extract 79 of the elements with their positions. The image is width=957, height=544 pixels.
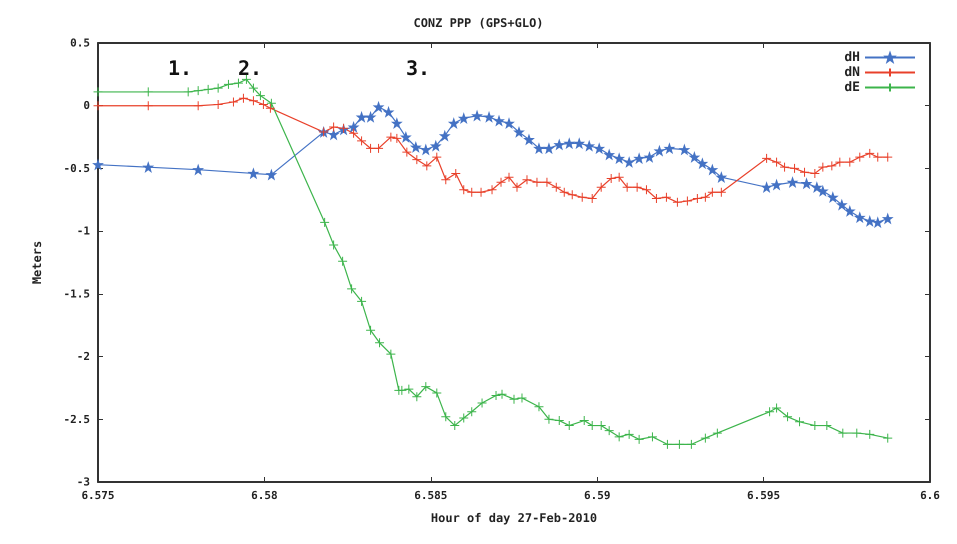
point [524, 134, 534, 145]
x-tick-label: 6.585 [414, 489, 448, 502]
y-tick-label: -2 [76, 350, 90, 364]
y-tick-label: 0.5 [70, 36, 90, 50]
point [143, 162, 154, 172]
y-tick-label: -3 [76, 476, 90, 488]
point [679, 144, 690, 155]
point [430, 140, 441, 151]
x-axis-title: Hour of day 27-Feb-2010 [430, 511, 598, 525]
point [604, 150, 614, 160]
point [882, 214, 893, 224]
point [574, 138, 584, 148]
point [193, 164, 204, 175]
point [554, 140, 564, 150]
point [374, 102, 384, 112]
point [802, 178, 812, 188]
x-tick-label: 6.595 [747, 489, 780, 502]
point [762, 182, 772, 192]
annotation: 1. [168, 56, 192, 80]
point [872, 217, 883, 228]
annotation: 2. [238, 56, 262, 80]
x-tick-label: 6.59 [584, 489, 610, 502]
point [356, 112, 367, 122]
point [624, 157, 634, 168]
y-tick-label: -0.5 [64, 162, 90, 175]
x-tick-label: 6.6 [920, 489, 940, 502]
point [328, 130, 339, 140]
point [410, 142, 421, 152]
y-axis-title: Meters [30, 240, 44, 284]
point [448, 118, 459, 128]
x-tick-label: 6.575 [81, 489, 115, 502]
point [366, 112, 376, 122]
point [828, 192, 838, 202]
point [266, 170, 276, 180]
point [458, 113, 469, 124]
point [420, 144, 431, 155]
legend-label: dH [844, 50, 860, 65]
point [514, 127, 524, 138]
y-tick-label: -2.5 [64, 412, 90, 426]
point [772, 180, 782, 190]
point [836, 200, 847, 210]
point [854, 212, 865, 222]
point [392, 118, 402, 128]
point [504, 118, 514, 128]
legend-label: dE [844, 80, 860, 95]
point [697, 158, 708, 168]
point [564, 138, 574, 148]
point [544, 143, 554, 154]
point [664, 143, 674, 154]
point [844, 206, 855, 216]
y-tick-label: -1.5 [64, 287, 90, 300]
legend-label: dN [844, 65, 860, 80]
point [812, 182, 822, 192]
point [689, 152, 700, 162]
point [864, 216, 875, 226]
point [644, 152, 654, 162]
point [484, 112, 494, 122]
point [818, 186, 828, 196]
y-tick-label: 0 [83, 99, 90, 112]
point [634, 153, 644, 164]
point [788, 177, 798, 188]
point [494, 116, 504, 126]
point [584, 140, 594, 151]
point [440, 130, 450, 141]
point [534, 143, 544, 154]
point [614, 153, 624, 164]
x-tick-label: 6.58 [251, 489, 278, 502]
point [594, 143, 604, 154]
point [400, 132, 411, 142]
point [654, 146, 664, 156]
point [248, 168, 258, 178]
point [472, 110, 482, 121]
point [93, 160, 103, 170]
annotation: 3. [406, 56, 430, 80]
point [716, 172, 726, 182]
point [707, 164, 718, 175]
chart-title: CONZ PPP (GPS+GLO) [413, 16, 544, 30]
y-tick-label: -1 [76, 224, 90, 238]
point [384, 106, 394, 117]
